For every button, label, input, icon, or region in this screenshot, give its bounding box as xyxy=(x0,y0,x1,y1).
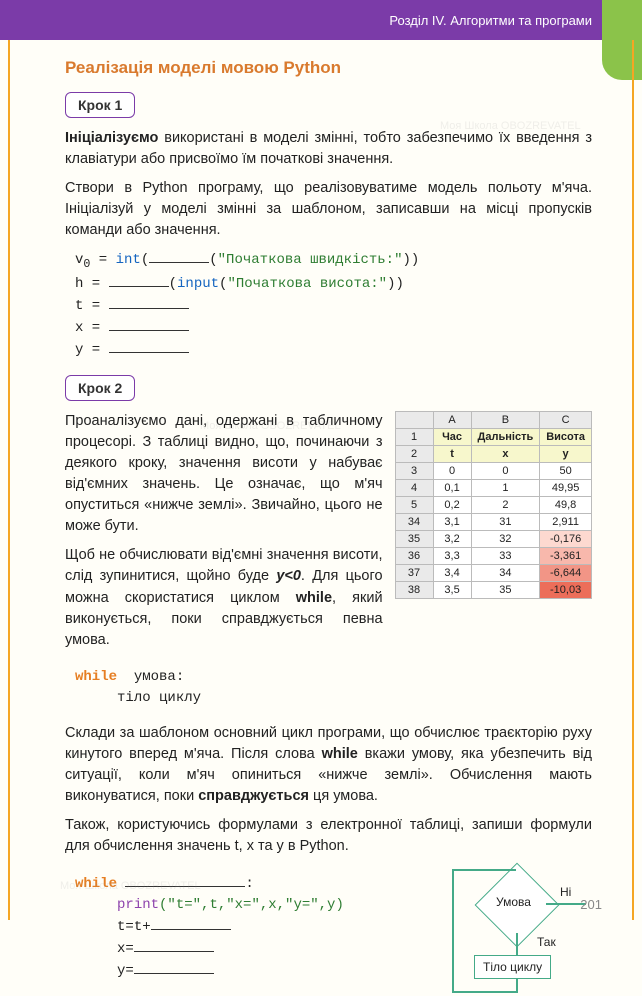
step1-code: v0 = int(("Початкова швидкість:")) h = (… xyxy=(75,249,592,361)
flowchart-no: Ні xyxy=(560,885,571,899)
step-1-label: Крок 1 xyxy=(65,92,135,118)
spreadsheet: ABC 1ЧасДальністьВисота 2txy 30050 40,11… xyxy=(395,411,592,599)
blank xyxy=(134,938,214,952)
step1-p1: Ініціалізуємо використані в моделі змінн… xyxy=(65,128,592,170)
blank xyxy=(109,273,169,287)
blank xyxy=(149,249,209,263)
step-2-label: Крок 2 xyxy=(65,375,135,401)
flowchart-body: Тіло циклу xyxy=(474,955,551,979)
chapter-header: Розділ IV. Алгоритми та програми xyxy=(0,0,642,40)
step1-p1-bold: Ініціалізуємо xyxy=(65,130,158,146)
step2-p4: Також, користуючись формулами з електрон… xyxy=(65,815,592,857)
chapter-topic: Алгоритми та програми xyxy=(450,13,592,28)
flowchart: Умова Ні Так Тіло циклу xyxy=(442,865,592,995)
step2-p3: Склади за шаблоном основний цикл програм… xyxy=(65,723,592,807)
while-syntax: while умова: тіло циклу xyxy=(75,667,592,709)
step2-code2: while : print("t=",t,"x=",x,"y=",y) t=t+… xyxy=(75,873,430,982)
step1-p2: Створи в Python програму, що реалізовува… xyxy=(65,178,592,241)
chapter-number: Розділ IV. xyxy=(389,13,446,28)
blank xyxy=(151,916,231,930)
section-title: Реалізація моделі мовою Python xyxy=(65,58,592,78)
step2-p2: Щоб не обчислювати від'ємні значення вис… xyxy=(65,545,383,650)
blank xyxy=(109,317,189,331)
blank xyxy=(134,960,214,974)
page-content: Реалізація моделі мовою Python Крок 1 Ін… xyxy=(8,40,634,920)
step2-p1: Проаналізуємо дані, одержані в табличном… xyxy=(65,411,383,537)
blank xyxy=(125,873,245,887)
page-number: 201 xyxy=(580,897,602,912)
blank xyxy=(109,295,189,309)
blank xyxy=(109,339,189,353)
flowchart-yes: Так xyxy=(537,935,556,949)
